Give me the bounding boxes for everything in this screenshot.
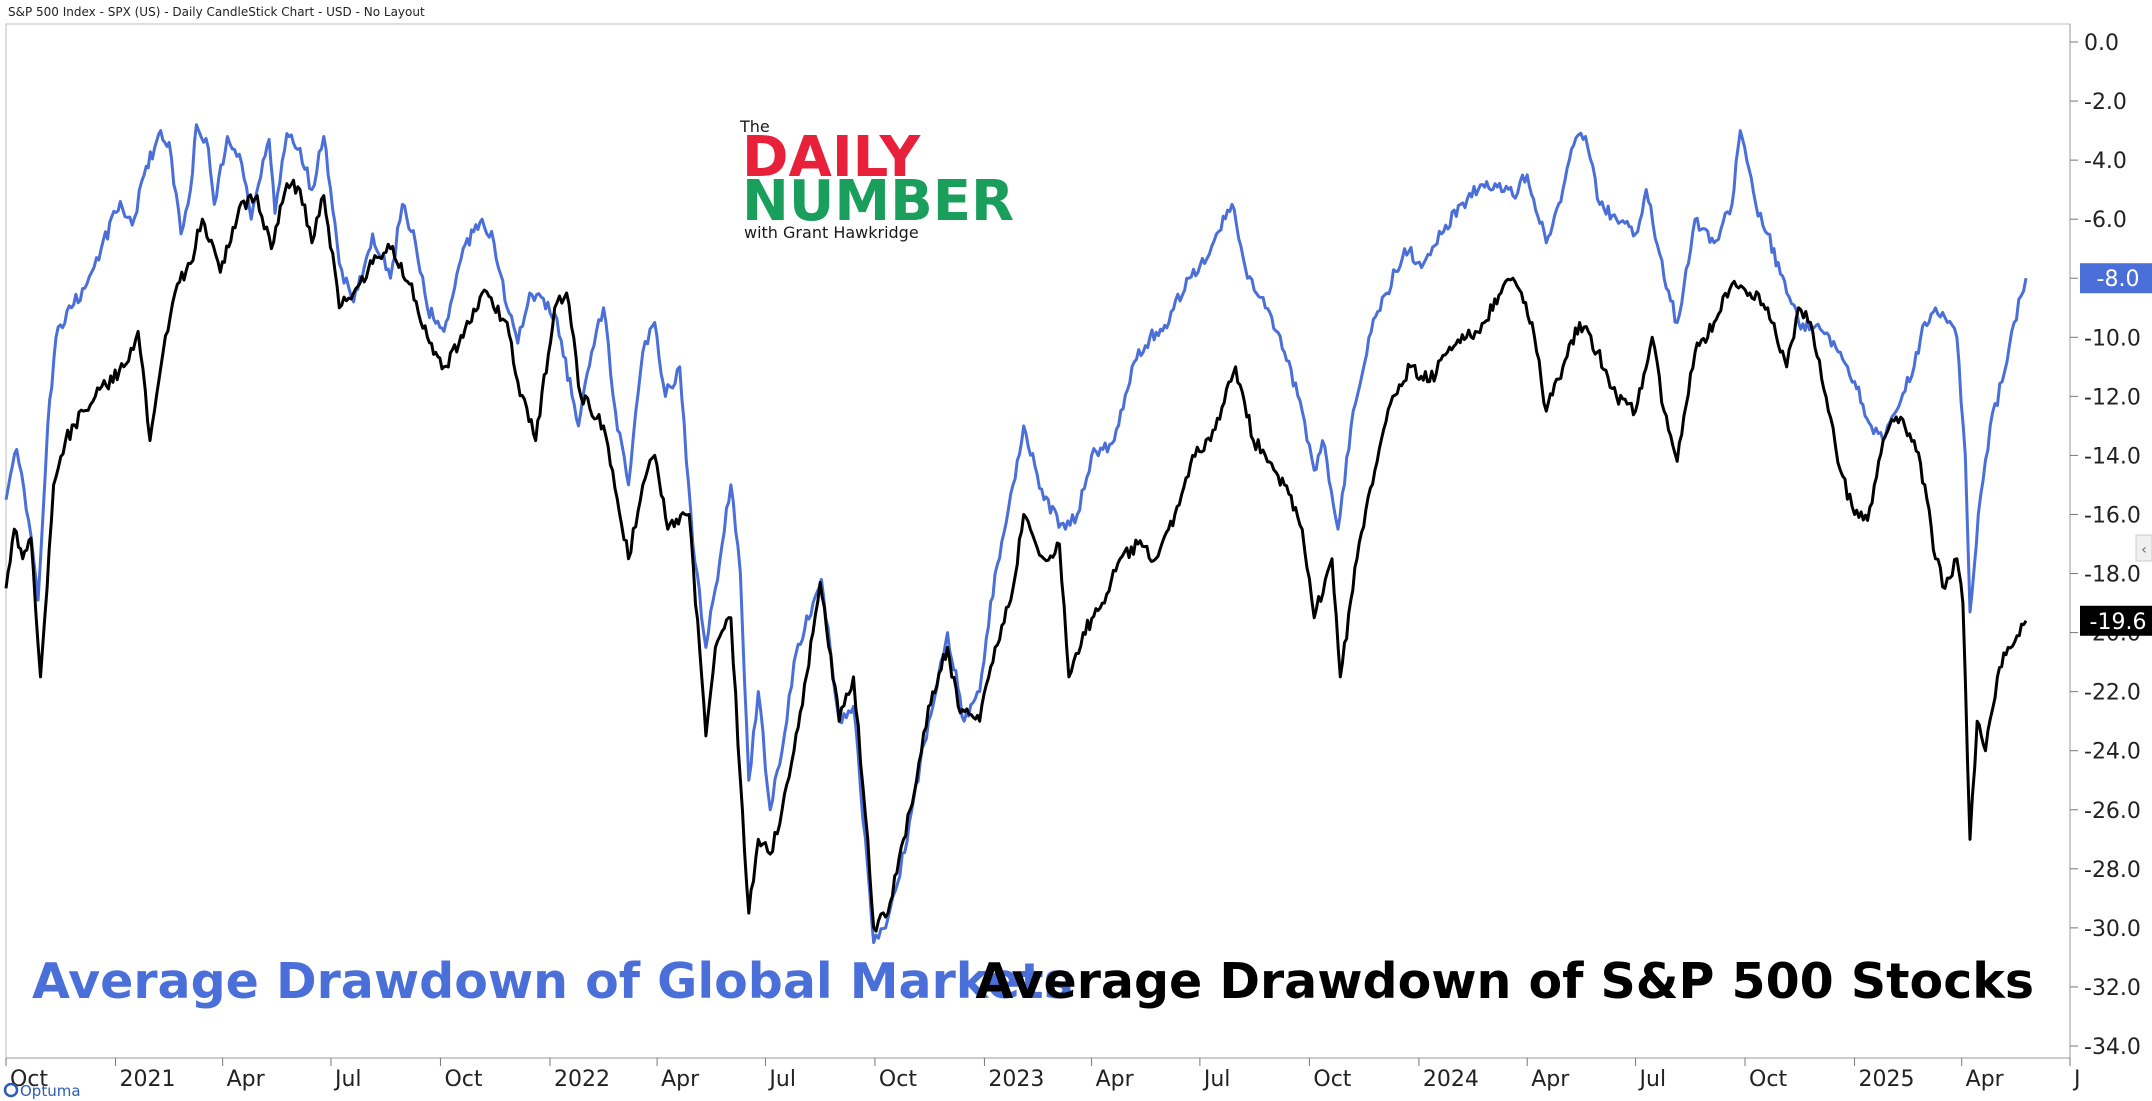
optuma-brand: Optuma: [3, 1082, 81, 1100]
x-tick-label: Apr: [661, 1067, 700, 1092]
daily-number-logo: The DAILY NUMBER with Grant Hawkridge: [739, 117, 1014, 242]
x-tick-label: 2022: [554, 1067, 610, 1092]
y-tick-label: -12.0: [2084, 385, 2141, 410]
x-tick-label: Apr: [227, 1067, 266, 1092]
y-tick-label: -30.0: [2084, 917, 2141, 942]
x-tick-label: Jul: [1202, 1067, 1231, 1092]
series-layer: [4, 123, 2028, 945]
y-tick-label: -14.0: [2084, 444, 2141, 469]
x-tick-label: Apr: [1096, 1067, 1135, 1092]
annotation-sp500-stocks: Average Drawdown of S&P 500 Stocks: [975, 953, 2034, 1010]
x-tick-label: Oct: [1749, 1067, 1787, 1092]
x-tick-label: J: [2072, 1067, 2081, 1092]
x-tick-label: Jul: [333, 1067, 362, 1092]
last-value-tags: -8.0 -19.6: [2080, 263, 2152, 636]
last-value-tag-bg: [2080, 263, 2152, 294]
optuma-logo-icon: [3, 1082, 19, 1098]
y-tick-label: -10.0: [2084, 326, 2141, 351]
y-tick-label: -26.0: [2084, 799, 2141, 824]
x-tick-label: Oct: [879, 1067, 917, 1092]
y-tick-label: -28.0: [2084, 858, 2141, 883]
logo-number: NUMBER: [742, 169, 1014, 234]
panel-collapse-handle[interactable]: ‹: [2135, 534, 2152, 562]
x-tick-label: Apr: [1966, 1067, 2005, 1092]
y-tick-label: -32.0: [2084, 976, 2141, 1001]
optuma-label: Optuma: [20, 1082, 81, 1100]
x-tick-label: 2025: [1859, 1067, 1915, 1092]
chevron-left-icon: ‹: [2141, 542, 2147, 558]
y-tick-label: 0.0: [2084, 31, 2119, 56]
annotation-global-markets: Average Drawdown of Global Markets: [32, 953, 1073, 1010]
y-tick-label: -2.0: [2084, 90, 2127, 115]
series-line-global-markets: [4, 123, 2028, 945]
x-tick-label: 2024: [1423, 1067, 1479, 1092]
chart-header-title: S&P 500 Index - SPX (US) - Daily CandleS…: [8, 5, 425, 19]
y-tick-label: -4.0: [2084, 149, 2127, 174]
y-tick-label: -34.0: [2084, 1035, 2141, 1060]
x-tick-label: Jul: [767, 1067, 796, 1092]
x-tick-label: 2021: [120, 1067, 176, 1092]
x-tick-label: Apr: [1531, 1067, 1570, 1092]
last-value-tag-global: -8.0: [2097, 267, 2140, 292]
x-tick-label: Oct: [1313, 1067, 1351, 1092]
series-line-sp500-stocks: [4, 178, 2028, 933]
y-tick-label: -18.0: [2084, 563, 2141, 588]
logo-the: The: [739, 117, 770, 136]
y-tick-label: -16.0: [2084, 503, 2141, 528]
last-value-tag-bg: [2080, 605, 2152, 636]
y-tick-label: -24.0: [2084, 740, 2141, 765]
y-axis-ticks: 0.0 -2.0 -4.0 -6.0 -8.0 -10.0 -12.0 -14.0 -16.0 -…: [2070, 31, 2141, 1060]
x-tick-label: Oct: [444, 1067, 482, 1092]
y-tick-label: -22.0: [2084, 681, 2141, 706]
x-tick-label: 2023: [988, 1067, 1044, 1092]
last-value-tag-sp500: -19.6: [2090, 610, 2147, 635]
x-tick-label: Jul: [1638, 1067, 1667, 1092]
logo-byline: with Grant Hawkridge: [744, 223, 919, 242]
logo-daily: DAILY: [742, 125, 922, 190]
x-axis-ticks: Oct 2021 Apr Jul Oct 2022 Apr Jul Oct 2023 Apr Jul O…: [5, 1058, 2081, 1092]
y-tick-label: -6.0: [2084, 208, 2127, 233]
